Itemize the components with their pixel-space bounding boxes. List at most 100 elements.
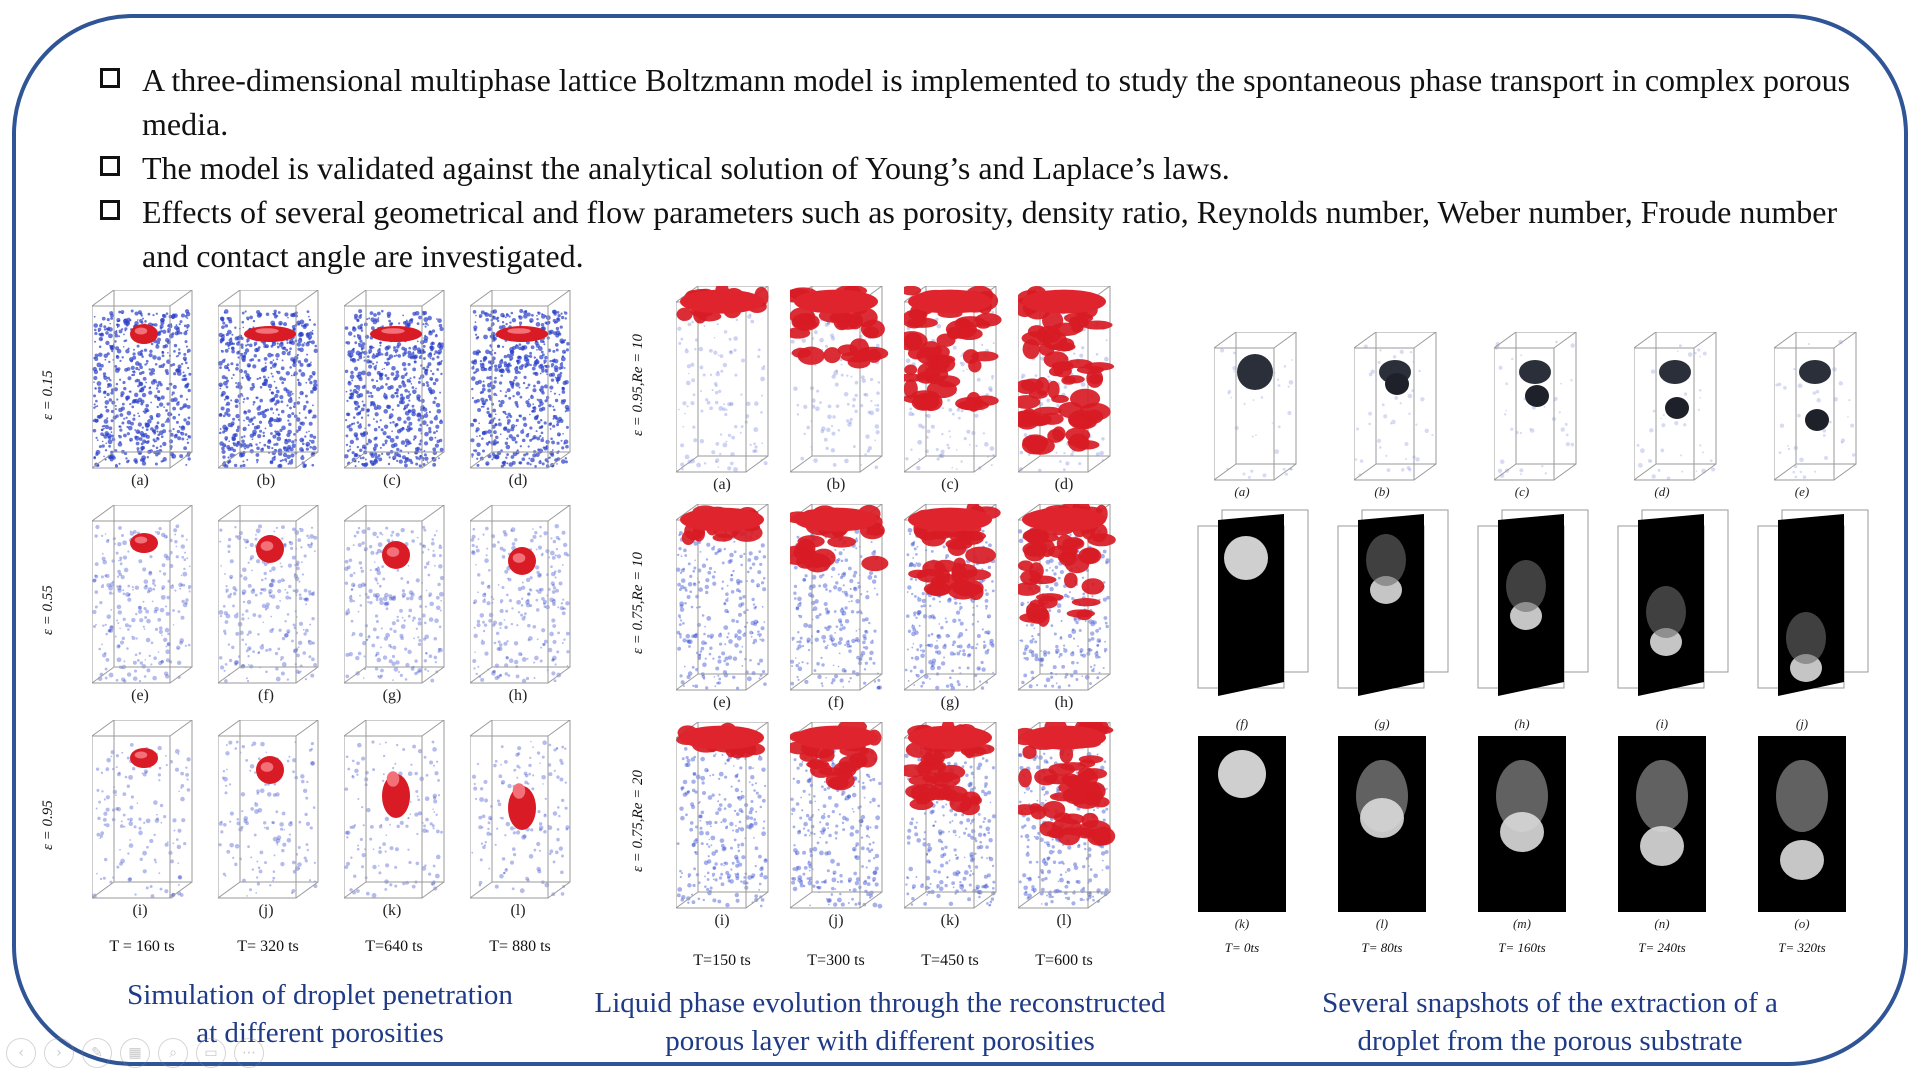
extraction-cube xyxy=(1494,332,1577,481)
slides-icon[interactable]: ▦ xyxy=(120,1038,150,1068)
subfigure-label: (c) xyxy=(383,472,401,489)
porous-cube xyxy=(676,722,769,909)
porous-cube xyxy=(790,722,883,909)
subfigure-label: (j) xyxy=(258,902,274,919)
subfigure-label: (m) xyxy=(1512,916,1532,931)
porous-cube xyxy=(92,720,193,899)
porous-cube xyxy=(470,505,571,684)
porous-cube xyxy=(904,504,1001,691)
subfigure-label: (h) xyxy=(1514,716,1530,731)
subfigure-label: (i) xyxy=(1655,716,1669,731)
subfigure-label: (j) xyxy=(828,912,844,929)
density-snapshot xyxy=(1758,736,1846,912)
subfigure-label: (f) xyxy=(1235,716,1249,731)
extraction-cube xyxy=(1774,332,1857,481)
subfigure-label: (c) xyxy=(941,476,959,493)
zoom-icon[interactable]: ⌕ xyxy=(158,1038,188,1068)
subfigure-label: (f) xyxy=(828,694,844,711)
extraction-cube xyxy=(1214,332,1297,481)
subfigure-label: (c) xyxy=(1514,484,1530,499)
subfigure-label: (a) xyxy=(1234,484,1250,499)
pen-icon[interactable]: ✎ xyxy=(82,1038,112,1068)
subfigure-label: (f) xyxy=(258,687,274,704)
subfigure-label: (o) xyxy=(1794,916,1810,931)
subfigure-label: (b) xyxy=(826,476,846,493)
row-label: ε = 0.75,Re = 10 xyxy=(630,552,646,654)
time-label: T= 0ts xyxy=(1224,940,1260,955)
porous-cube xyxy=(92,290,193,469)
extraction-cube xyxy=(1354,332,1437,481)
row-label: ε = 0.15 xyxy=(40,370,56,420)
bullet-item: Effects of several geometrical and flow … xyxy=(100,190,1860,278)
porous-cube xyxy=(218,720,319,899)
subfigure-label: (d) xyxy=(1654,484,1670,499)
porous-cube xyxy=(676,504,769,691)
subfigure-label: (g) xyxy=(1374,716,1390,731)
bullet-list: A three-dimensional multiphase lattice B… xyxy=(100,58,1860,278)
density-slice xyxy=(1197,509,1309,696)
density-slice xyxy=(1337,509,1449,696)
porous-cube xyxy=(1018,286,1115,473)
density-slice xyxy=(1477,509,1589,696)
subfigure-label: (e) xyxy=(713,694,731,711)
porous-cube xyxy=(218,505,319,684)
subfigure-label: (e) xyxy=(1794,484,1810,499)
subfigure-label: (e) xyxy=(131,687,149,704)
slide-frame xyxy=(12,14,1908,1066)
time-label: T= 320 ts xyxy=(237,938,299,955)
slideshow-toolbar: ‹ › ✎ ▦ ⌕ ▭ ⋯ xyxy=(6,1038,264,1068)
subfigure-label: (j) xyxy=(1795,716,1809,731)
porous-cube xyxy=(790,286,889,473)
density-snapshot xyxy=(1478,736,1566,912)
subfigure-label: (l) xyxy=(1056,912,1072,929)
time-label: T=450 ts xyxy=(921,952,979,969)
porous-cube xyxy=(218,290,319,469)
time-label: T= 240ts xyxy=(1638,940,1686,955)
subfigure-label: (d) xyxy=(1054,476,1074,493)
porous-cube xyxy=(904,286,1002,473)
row-label: ε = 0.95 xyxy=(40,800,56,850)
row-label: ε = 0.95,Re = 10 xyxy=(630,334,646,436)
time-label: T=300 ts xyxy=(807,952,865,969)
bullet-item: A three-dimensional multiphase lattice B… xyxy=(100,58,1860,146)
forward-icon[interactable]: › xyxy=(44,1038,74,1068)
porous-cube xyxy=(790,504,889,691)
more-icon[interactable]: ⋯ xyxy=(234,1038,264,1068)
subfigure-label: (a) xyxy=(131,472,149,489)
panel3-caption: Several snapshots of the extraction of a… xyxy=(1322,987,1778,1057)
subtitle-icon[interactable]: ▭ xyxy=(196,1038,226,1068)
subfigure-label: (d) xyxy=(508,472,528,489)
porous-cube xyxy=(344,720,445,899)
time-label: T=150 ts xyxy=(693,952,751,969)
panel2-caption: Liquid phase evolution through the recon… xyxy=(594,987,1166,1057)
subfigure-label: (k) xyxy=(382,902,402,919)
subfigure-label: (h) xyxy=(1054,694,1074,711)
time-label: T= 880 ts xyxy=(489,938,551,955)
subfigure-label: (b) xyxy=(256,472,276,489)
density-slice xyxy=(1757,509,1869,696)
subfigure-label: (i) xyxy=(132,902,148,919)
density-snapshot xyxy=(1198,736,1286,912)
checkbox-icon xyxy=(100,200,120,220)
density-slice xyxy=(1617,509,1729,696)
subfigure-label: (l) xyxy=(1375,916,1389,931)
subfigure-label: (i) xyxy=(714,912,730,929)
back-icon[interactable]: ‹ xyxy=(6,1038,36,1068)
porous-cube xyxy=(344,505,445,684)
time-label: T=640 ts xyxy=(365,938,423,955)
time-label: T=600 ts xyxy=(1035,952,1093,969)
porous-cube xyxy=(676,286,769,473)
porous-cube xyxy=(904,722,997,909)
density-snapshot xyxy=(1338,736,1426,912)
subfigure-label: (g) xyxy=(382,687,402,704)
row-label: ε = 0.55 xyxy=(40,585,56,635)
time-label: T = 160 ts xyxy=(109,938,175,955)
porous-cube xyxy=(470,720,571,899)
time-label: T= 160ts xyxy=(1498,940,1546,955)
density-snapshot xyxy=(1618,736,1706,912)
extraction-cube xyxy=(1634,332,1717,481)
bullet-item: The model is validated against the analy… xyxy=(100,146,1860,190)
row-label: ε = 0.75,Re = 20 xyxy=(630,770,646,872)
subfigure-label: (b) xyxy=(1374,484,1390,499)
checkbox-icon xyxy=(100,156,120,176)
